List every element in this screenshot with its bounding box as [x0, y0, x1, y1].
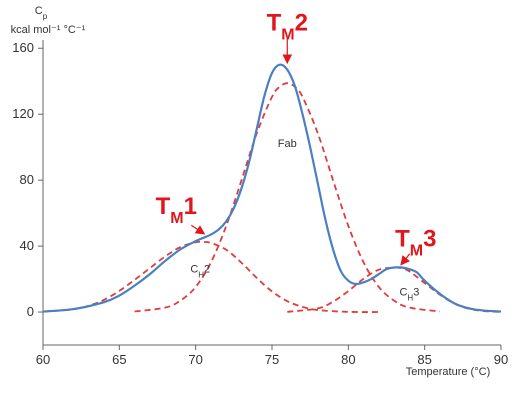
- x-tick-label: 80: [341, 352, 355, 367]
- component-curve-fab: [134, 82, 441, 313]
- x-axis-title: Temperature (°C): [406, 366, 490, 378]
- peak-annotations: TM1 TM2 TM3: [156, 10, 436, 266]
- x-tick-label: 60: [36, 352, 50, 367]
- ticks: 60 65 70 75 80 85 90 0 40 80 120 160: [12, 40, 508, 367]
- x-tick-label: 85: [417, 352, 431, 367]
- series-layer: [42, 63, 502, 313]
- svg-text:Cp: Cp: [35, 5, 48, 21]
- y-tick-label: 0: [27, 304, 34, 319]
- x-tick-label: 90: [494, 352, 508, 367]
- y-tick-label: 80: [20, 172, 34, 187]
- x-tick-label: 65: [112, 352, 126, 367]
- component-curve-c-h3: [287, 266, 502, 313]
- y-tick-label: 120: [12, 106, 34, 121]
- component-label: Fab: [278, 138, 297, 150]
- peak-label: TM2: [267, 10, 308, 44]
- y-axis-symbol-sub: p: [43, 12, 48, 21]
- component-labels: Fab CH2 CH3: [190, 138, 419, 302]
- y-tick-label: 160: [12, 40, 34, 55]
- peak-arrow: [190, 224, 206, 235]
- x-tick-label: 70: [188, 352, 202, 367]
- component-label: CH3: [399, 287, 419, 303]
- component-curve-c-h2: [42, 240, 379, 313]
- y-axis-title: Cp kcal mol⁻¹ °C⁻¹: [11, 5, 86, 36]
- peak-arrow: [400, 253, 411, 266]
- y-axis-symbol: C: [35, 5, 43, 17]
- y-axis-units: kcal mol⁻¹ °C⁻¹: [11, 24, 86, 36]
- peak-label: TM1: [156, 193, 197, 227]
- component-label: CH2: [190, 263, 210, 279]
- total-heat-capacity-curve: [42, 63, 502, 313]
- peak-label: TM3: [395, 226, 436, 260]
- x-tick-label: 75: [265, 352, 279, 367]
- y-tick-label: 40: [20, 238, 34, 253]
